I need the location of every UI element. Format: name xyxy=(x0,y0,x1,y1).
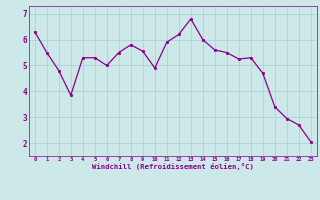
X-axis label: Windchill (Refroidissement éolien,°C): Windchill (Refroidissement éolien,°C) xyxy=(92,163,254,170)
